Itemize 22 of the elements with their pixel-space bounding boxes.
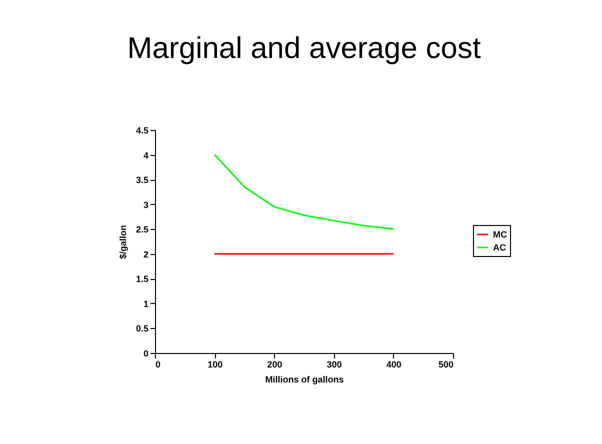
chart-title: Marginal and average cost [127, 32, 482, 65]
y-tick-label: 2 [143, 249, 148, 260]
x-axis-title: Millions of gallons [265, 374, 344, 384]
x-tick-label: 0 [156, 360, 161, 370]
y-axis-title: $/gallon [118, 224, 128, 260]
x-tick-label: 100 [208, 360, 223, 370]
y-tick-label: 1.5 [136, 274, 148, 284]
y-tick-label: 0.5 [136, 324, 148, 334]
y-tick-label: 1 [143, 298, 148, 309]
y-tick-label: 2.5 [136, 224, 148, 235]
x-tick-label: 300 [326, 360, 342, 370]
line-series [214, 154, 394, 230]
y-tick-label: 3 [143, 200, 148, 210]
legend-label: MC [493, 230, 508, 240]
y-tick-label: 4.5 [136, 126, 148, 136]
x-tick-label: 200 [267, 360, 282, 370]
x-tick-label: 500 [438, 360, 454, 370]
legend-label: AC [493, 242, 506, 252]
y-tick-label: 4 [143, 150, 148, 160]
y-tick-label: 3.5 [136, 175, 148, 186]
x-tick-label: 400 [386, 360, 402, 370]
y-tick-label: 0 [143, 348, 148, 358]
